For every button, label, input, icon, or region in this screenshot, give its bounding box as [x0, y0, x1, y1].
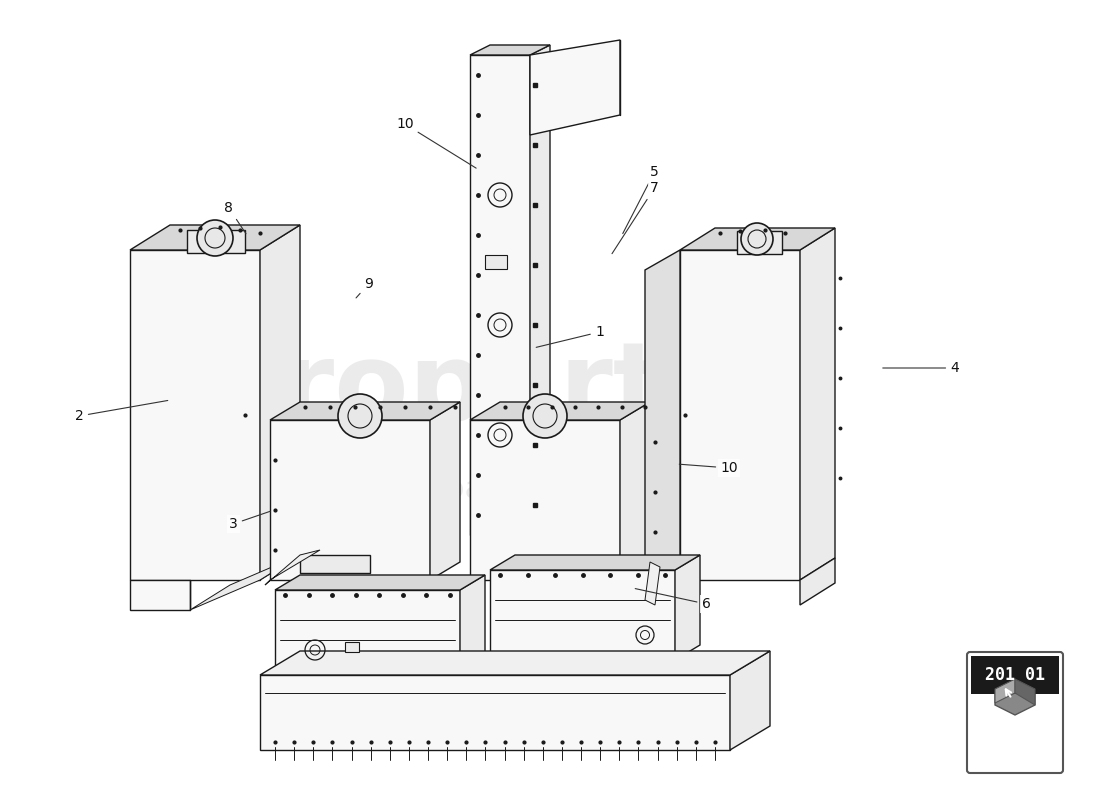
FancyBboxPatch shape	[345, 642, 359, 652]
Polygon shape	[675, 555, 700, 660]
Text: 10: 10	[396, 117, 476, 168]
Text: 9: 9	[356, 277, 373, 298]
Text: 201 01: 201 01	[984, 666, 1045, 684]
Circle shape	[522, 394, 566, 438]
Polygon shape	[270, 420, 430, 580]
Polygon shape	[260, 651, 770, 675]
FancyBboxPatch shape	[485, 255, 507, 269]
Polygon shape	[130, 225, 300, 250]
Polygon shape	[800, 558, 835, 605]
Polygon shape	[430, 402, 460, 580]
Polygon shape	[680, 228, 835, 250]
Text: 5: 5	[623, 165, 659, 234]
Polygon shape	[730, 651, 770, 750]
Text: 1: 1	[536, 325, 604, 347]
Polygon shape	[470, 402, 650, 420]
Polygon shape	[265, 550, 320, 585]
Polygon shape	[260, 675, 730, 750]
Polygon shape	[470, 55, 530, 535]
Polygon shape	[530, 40, 620, 135]
FancyBboxPatch shape	[971, 656, 1059, 694]
Text: 8: 8	[224, 201, 246, 234]
Polygon shape	[680, 250, 800, 580]
Polygon shape	[996, 679, 1035, 715]
Text: 10: 10	[680, 461, 738, 475]
Polygon shape	[190, 555, 300, 610]
Polygon shape	[260, 225, 300, 580]
Polygon shape	[1015, 679, 1035, 705]
Polygon shape	[470, 45, 550, 55]
Polygon shape	[270, 402, 460, 420]
Polygon shape	[530, 45, 550, 535]
Circle shape	[741, 223, 773, 255]
Text: europarts: europarts	[131, 337, 729, 443]
Polygon shape	[275, 575, 485, 590]
Polygon shape	[470, 420, 620, 580]
Polygon shape	[490, 570, 675, 660]
Polygon shape	[275, 590, 460, 675]
Polygon shape	[996, 679, 1015, 703]
Polygon shape	[800, 228, 835, 580]
Polygon shape	[460, 575, 485, 675]
Polygon shape	[490, 555, 700, 570]
Text: 7: 7	[612, 181, 659, 254]
Text: 6: 6	[635, 589, 711, 611]
Text: 4: 4	[883, 361, 959, 375]
Polygon shape	[737, 231, 782, 254]
Polygon shape	[130, 250, 260, 580]
Text: 3: 3	[229, 511, 271, 531]
Circle shape	[197, 220, 233, 256]
Polygon shape	[645, 562, 660, 605]
Text: 2: 2	[75, 401, 168, 423]
Polygon shape	[645, 250, 680, 600]
Polygon shape	[187, 230, 245, 253]
Polygon shape	[620, 402, 650, 580]
FancyBboxPatch shape	[967, 652, 1063, 773]
Polygon shape	[300, 555, 370, 573]
Circle shape	[338, 394, 382, 438]
Text: a passion for parts since 1985: a passion for parts since 1985	[240, 475, 701, 505]
Polygon shape	[130, 580, 190, 610]
